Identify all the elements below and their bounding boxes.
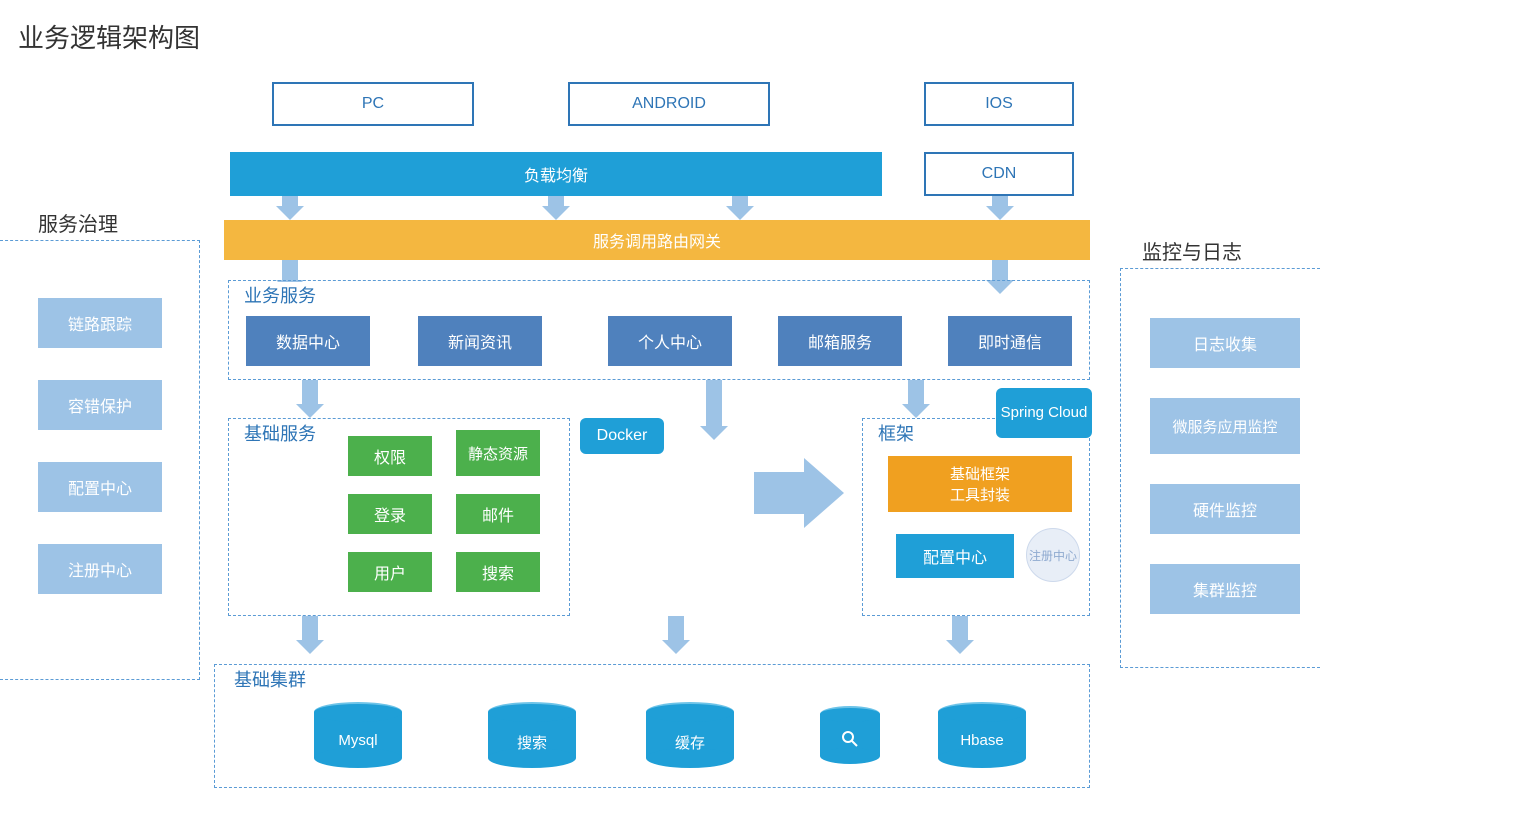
left-item-0: 链路跟踪 [38, 298, 162, 348]
spring-cloud-text: Spring Cloud [1001, 405, 1088, 422]
framework-title: 框架 [874, 420, 918, 446]
business-title: 业务服务 [240, 282, 320, 308]
biz-0: 数据中心 [246, 316, 370, 366]
base-2: 登录 [348, 494, 432, 534]
client-pc: PC [272, 82, 474, 126]
cyl-0: Mysql [314, 702, 402, 768]
framework-config: 配置中心 [896, 534, 1014, 578]
cyl-1: 搜索 [488, 702, 576, 768]
search-icon [820, 730, 880, 752]
right-item-2: 硬件监控 [1150, 484, 1300, 534]
left-item-2: 配置中心 [38, 462, 162, 512]
cyl-4: Hbase [938, 702, 1026, 768]
framework-group [862, 418, 1090, 616]
cyl-label-1: 搜索 [488, 732, 576, 753]
spring-cloud-badge: Spring Cloud [996, 388, 1092, 438]
left-item-1: 容错保护 [38, 380, 162, 430]
gateway: 服务调用路由网关 [224, 220, 1090, 260]
biz-1: 新闻资讯 [418, 316, 542, 366]
big-right-arrow [754, 458, 844, 528]
cyl-3 [820, 706, 880, 764]
framework-line1: 基础框架 [950, 463, 1010, 484]
right-item-1: 微服务应用监控 [1150, 398, 1300, 454]
client-ios: IOS [924, 82, 1074, 126]
cyl-label-0: Mysql [314, 732, 402, 749]
base-1: 静态资源 [456, 430, 540, 476]
cyl-label-2: 缓存 [646, 732, 734, 753]
biz-4: 即时通信 [948, 316, 1072, 366]
cluster-title: 基础集群 [230, 666, 310, 692]
docker-badge: Docker [580, 418, 664, 454]
left-item-3: 注册中心 [38, 544, 162, 594]
biz-2: 个人中心 [608, 316, 732, 366]
framework-line2: 工具封装 [950, 484, 1010, 505]
load-balance: 负载均衡 [230, 152, 882, 196]
base-3: 邮件 [456, 494, 540, 534]
framework-register: 注册中心 [1026, 528, 1080, 582]
diagram-title: 业务逻辑架构图 [18, 18, 200, 55]
base-0: 权限 [348, 436, 432, 476]
right-item-3: 集群监控 [1150, 564, 1300, 614]
cdn: CDN [924, 152, 1074, 196]
client-android: ANDROID [568, 82, 770, 126]
base-5: 搜索 [456, 552, 540, 592]
base-4: 用户 [348, 552, 432, 592]
left-panel-title: 服务治理 [38, 208, 118, 237]
right-panel-title: 监控与日志 [1142, 236, 1242, 265]
biz-3: 邮箱服务 [778, 316, 902, 366]
cyl-2: 缓存 [646, 702, 734, 768]
base-service-title: 基础服务 [240, 420, 320, 446]
framework-core: 基础框架 工具封装 [888, 456, 1072, 512]
right-item-0: 日志收集 [1150, 318, 1300, 368]
cyl-label-4: Hbase [938, 732, 1026, 749]
